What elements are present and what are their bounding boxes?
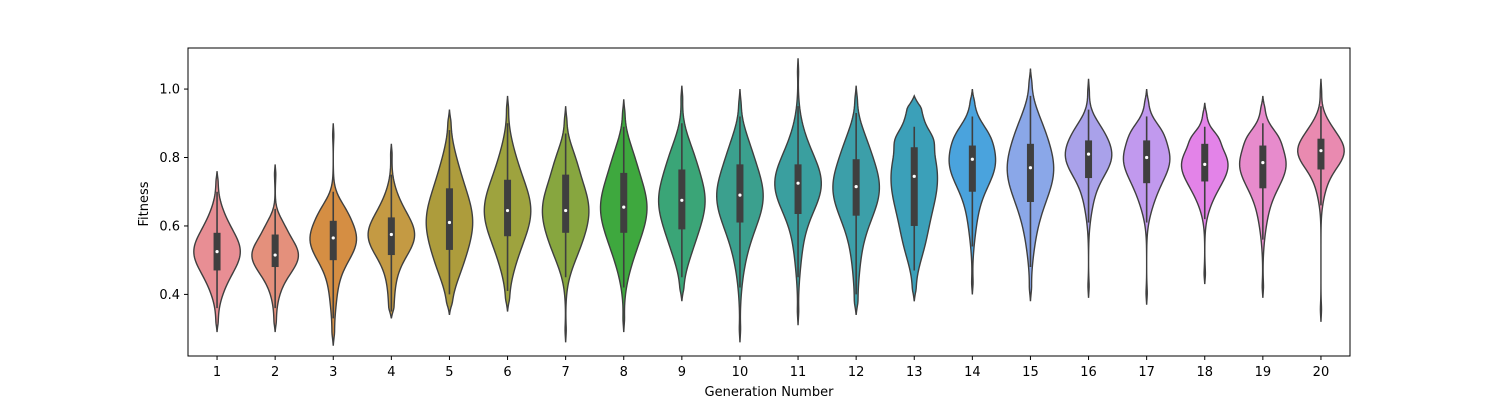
y-tick-label: 0.6	[159, 219, 180, 234]
x-tick-label: 4	[387, 365, 395, 380]
x-tick-label: 18	[1196, 365, 1213, 380]
violin-generation-5	[425, 109, 474, 316]
violin-median-dot	[505, 208, 510, 213]
violin-median-dot	[622, 205, 626, 209]
violin-generation-15	[1006, 68, 1055, 302]
violin-iqr-box	[968, 145, 976, 192]
x-tick-label: 5	[445, 365, 453, 380]
x-tick-label: 16	[1080, 365, 1097, 380]
violin-generation-9	[657, 85, 706, 302]
violin-generation-20	[1297, 78, 1345, 322]
violin-median-dot	[796, 181, 800, 185]
violin-generation-3	[309, 123, 358, 346]
violin-generation-19	[1238, 95, 1287, 298]
violin-median-dot	[389, 232, 393, 237]
violin-generation-17	[1122, 89, 1171, 305]
x-tick-label: 17	[1138, 365, 1155, 380]
violin-median-dot	[738, 193, 742, 197]
violin-generation-14	[948, 88, 997, 295]
violin-iqr-box	[910, 147, 918, 226]
x-axis-label: Generation Number	[705, 385, 835, 400]
plot-frame	[187, 47, 1351, 357]
violin-iqr-box	[445, 188, 453, 250]
violin-iqr-box	[562, 174, 570, 233]
violin-iqr-box	[329, 220, 337, 261]
x-tick-label: 10	[732, 365, 749, 380]
violin-generation-11	[774, 58, 822, 326]
violin-generation-6	[483, 95, 532, 312]
y-tick-label: 0.8	[159, 151, 180, 166]
violin-median-dot	[912, 174, 916, 178]
violin-generation-7	[541, 106, 590, 343]
violin-iqr-box	[504, 179, 512, 237]
violin-iqr-box	[1259, 145, 1267, 189]
violin-iqr-box	[1201, 143, 1209, 182]
violin-median-dot	[215, 250, 219, 254]
violin-median-dot	[1319, 149, 1323, 153]
violin-median-dot	[1086, 152, 1091, 156]
violin-generation-1	[193, 171, 241, 333]
x-tick-label: 8	[620, 365, 628, 380]
violin-median-dot	[854, 185, 858, 189]
y-tick-label: 1.0	[159, 83, 180, 98]
violin-median-dot	[1261, 161, 1265, 165]
violin-median-dot	[1028, 166, 1033, 170]
x-tick-label: 12	[848, 365, 865, 380]
violin-generation-12	[832, 85, 881, 316]
violin-iqr-box	[271, 234, 279, 268]
violin-iqr-box	[387, 217, 395, 256]
violin-generation-2	[251, 164, 300, 333]
violin-median-dot	[680, 198, 684, 202]
x-axis: 1 2 3 4 5 6 7 8 9 10 11 12 13 14 15 16 17 18 19 20	[213, 356, 1329, 380]
x-tick-label: 1	[213, 365, 221, 380]
violin-generation-13	[890, 94, 939, 302]
violin-iqr-box	[1085, 140, 1093, 179]
violin-median-dot	[273, 253, 277, 257]
x-tick-label: 7	[562, 365, 570, 380]
violin-iqr-box	[1026, 143, 1034, 202]
x-tick-label: 19	[1255, 365, 1272, 380]
violin-median-dot	[447, 220, 452, 225]
y-tick-label: 0.4	[159, 288, 180, 303]
violin-generation-10	[716, 89, 764, 343]
violin-generation-18	[1180, 102, 1229, 285]
x-tick-label: 14	[964, 365, 981, 380]
violins-layer	[193, 58, 1345, 346]
y-axis: 0.4 0.6 0.8 1.0	[159, 83, 188, 303]
x-tick-label: 11	[790, 365, 807, 380]
x-tick-label: 15	[1022, 365, 1039, 380]
x-tick-label: 3	[329, 365, 337, 380]
x-tick-label: 6	[503, 365, 511, 380]
violin-median-dot	[970, 157, 974, 161]
x-tick-label: 13	[906, 365, 923, 380]
x-tick-label: 2	[271, 365, 279, 380]
violin-iqr-box	[794, 164, 802, 214]
x-tick-label: 9	[678, 365, 686, 380]
violin-median-dot	[331, 236, 335, 240]
x-tick-label: 20	[1313, 365, 1330, 380]
violin-median-dot	[564, 208, 568, 213]
violin-iqr-box	[1317, 138, 1325, 170]
violin-iqr-box	[620, 172, 628, 233]
y-axis-label: Fitness	[137, 181, 152, 226]
violin-iqr-box	[1143, 140, 1151, 184]
violin-generation-8	[599, 99, 648, 333]
violin-iqr-box	[736, 164, 744, 223]
violin-generation-4	[367, 143, 416, 319]
violin-median-dot	[1145, 155, 1149, 160]
violin-generation-16	[1064, 78, 1113, 298]
violin-median-dot	[1203, 162, 1207, 166]
